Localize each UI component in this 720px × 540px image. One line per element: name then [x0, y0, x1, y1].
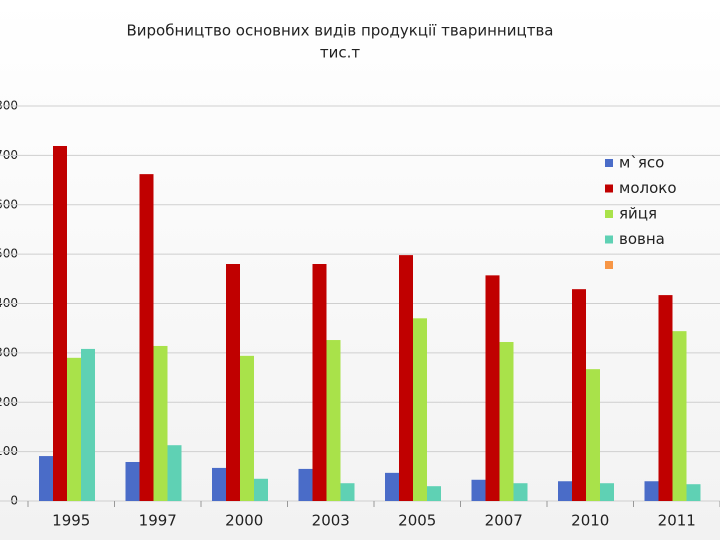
bar	[226, 264, 240, 501]
bar	[558, 481, 572, 501]
bar	[326, 340, 341, 501]
bar	[427, 486, 441, 501]
bar	[686, 484, 701, 501]
bar	[312, 264, 327, 501]
bar	[499, 342, 514, 501]
bar	[153, 345, 168, 501]
bar	[167, 445, 182, 501]
x-tick-label: 2003	[312, 512, 350, 530]
bar	[513, 483, 528, 501]
legend-label: молоко	[619, 179, 677, 197]
legend-label: яйця	[619, 205, 657, 223]
chart-title: Виробництво основних видів продукції тва…	[127, 22, 554, 40]
bar	[240, 355, 254, 501]
legend-swatch-extra	[605, 261, 613, 269]
bar	[39, 456, 53, 501]
bar	[586, 369, 600, 501]
bar	[254, 478, 268, 501]
legend-label: вовна	[619, 230, 665, 248]
bar	[125, 461, 140, 501]
bar	[212, 467, 226, 501]
bar	[471, 479, 486, 501]
chart-subtitle: тис.т	[320, 44, 361, 62]
x-tick-label: 2005	[398, 512, 436, 530]
bar	[298, 468, 313, 501]
bar	[53, 145, 67, 501]
bar	[340, 483, 355, 501]
x-tick-label: 2010	[571, 512, 609, 530]
bar	[658, 295, 673, 501]
bar	[399, 255, 413, 501]
x-tick-label: 2000	[225, 512, 263, 530]
x-tick-label: 2007	[485, 512, 523, 530]
bar	[67, 357, 81, 501]
legend-label: м`ясо	[619, 154, 664, 172]
x-tick-label: 1997	[139, 512, 177, 530]
bar	[572, 289, 586, 501]
legend-swatch	[605, 184, 613, 193]
x-tick-label: 1995	[52, 512, 90, 530]
bar	[600, 483, 614, 501]
bar	[81, 348, 95, 501]
bar	[139, 174, 154, 501]
x-tick-label: 2011	[658, 512, 696, 530]
bar	[485, 275, 500, 501]
bar	[672, 331, 687, 501]
bar	[644, 481, 659, 501]
bar	[413, 318, 427, 501]
legend-swatch	[605, 210, 613, 218]
bar	[385, 472, 399, 501]
legend-swatch	[605, 159, 613, 167]
legend-swatch	[605, 235, 613, 244]
